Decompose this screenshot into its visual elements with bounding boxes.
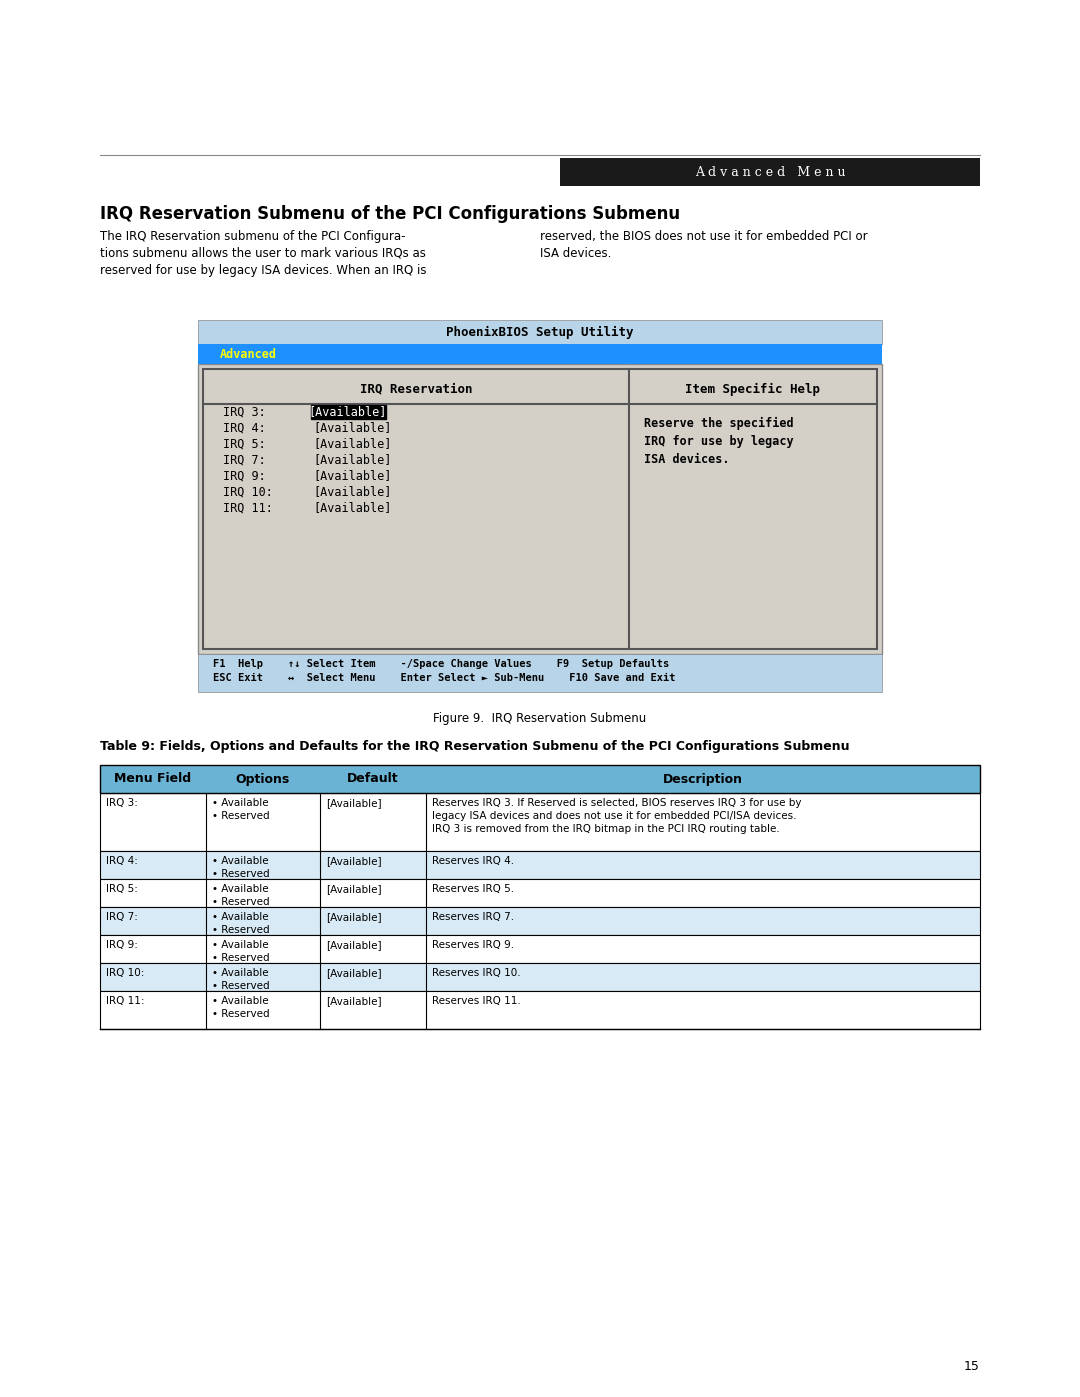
Text: [Available]: [Available] xyxy=(313,437,391,450)
Text: [Available]: [Available] xyxy=(326,856,381,866)
Bar xyxy=(100,963,980,990)
Bar xyxy=(100,990,980,1030)
Text: IRQ 7:: IRQ 7: xyxy=(106,912,138,922)
Text: IRQ 7:: IRQ 7: xyxy=(222,454,266,467)
Bar xyxy=(561,158,980,186)
Text: Reserves IRQ 10.: Reserves IRQ 10. xyxy=(432,968,521,978)
Text: IRQ 10:: IRQ 10: xyxy=(106,968,145,978)
Text: IRQ 11:: IRQ 11: xyxy=(222,502,273,514)
Text: IRQ 3:: IRQ 3: xyxy=(222,405,266,419)
Text: Options: Options xyxy=(235,773,289,785)
Text: PhoenixBIOS Setup Utility: PhoenixBIOS Setup Utility xyxy=(446,326,634,338)
Text: [Available]: [Available] xyxy=(326,912,381,922)
Text: 15: 15 xyxy=(964,1361,980,1373)
Text: A d v a n c e d   M e n u: A d v a n c e d M e n u xyxy=(694,165,846,179)
Text: ESC Exit    ↔  Select Menu    Enter Select ► Sub-Menu    F10 Save and Exit: ESC Exit ↔ Select Menu Enter Select ► Su… xyxy=(213,673,675,683)
Text: IRQ 10:: IRQ 10: xyxy=(222,486,273,499)
Text: F1  Help    ↑↓ Select Item    -/Space Change Values    F9  Setup Defaults: F1 Help ↑↓ Select Item -/Space Change Va… xyxy=(213,659,670,669)
Bar xyxy=(100,851,980,879)
Text: [Available]: [Available] xyxy=(313,469,391,482)
Bar xyxy=(100,907,980,935)
Text: [Available]: [Available] xyxy=(326,798,381,807)
Text: IRQ 5:: IRQ 5: xyxy=(222,437,266,450)
Bar xyxy=(100,766,980,793)
Text: IRQ 3:: IRQ 3: xyxy=(106,798,138,807)
Text: [Available]: [Available] xyxy=(313,486,391,499)
Text: • Available
• Reserved: • Available • Reserved xyxy=(212,996,269,1020)
Text: [Available]: [Available] xyxy=(326,884,381,894)
Text: [Available]: [Available] xyxy=(313,422,391,434)
Text: [Available]: [Available] xyxy=(326,940,381,950)
Bar xyxy=(198,654,882,692)
Text: Table 9: Fields, Options and Defaults for the IRQ Reservation Submenu of the PCI: Table 9: Fields, Options and Defaults fo… xyxy=(100,740,850,753)
Text: [Available]: [Available] xyxy=(326,968,381,978)
Bar xyxy=(100,793,980,851)
Text: IRQ 5:: IRQ 5: xyxy=(106,884,138,894)
Text: Reserves IRQ 7.: Reserves IRQ 7. xyxy=(432,912,514,922)
Text: reserved, the BIOS does not use it for embedded PCI or
ISA devices.: reserved, the BIOS does not use it for e… xyxy=(540,231,867,260)
Text: Reserves IRQ 4.: Reserves IRQ 4. xyxy=(432,856,514,866)
Text: IRQ 9:: IRQ 9: xyxy=(106,940,138,950)
Text: Reserves IRQ 3. If Reserved is selected, BIOS reserves IRQ 3 for use by
legacy I: Reserves IRQ 3. If Reserved is selected,… xyxy=(432,798,801,834)
Bar xyxy=(203,369,877,650)
Bar xyxy=(198,344,882,365)
Text: Reserves IRQ 9.: Reserves IRQ 9. xyxy=(432,940,514,950)
Text: [Available]: [Available] xyxy=(313,502,391,514)
Text: • Available
• Reserved: • Available • Reserved xyxy=(212,968,269,992)
Text: Menu Field: Menu Field xyxy=(114,773,191,785)
Text: Reserve the specified
IRQ for use by legacy
ISA devices.: Reserve the specified IRQ for use by leg… xyxy=(644,416,794,467)
Text: • Available
• Reserved: • Available • Reserved xyxy=(212,798,269,821)
Bar xyxy=(100,935,980,963)
Bar xyxy=(198,365,882,654)
Text: IRQ 9:: IRQ 9: xyxy=(222,469,266,482)
Text: Reserves IRQ 5.: Reserves IRQ 5. xyxy=(432,884,514,894)
Bar xyxy=(100,879,980,907)
Text: [Available]: [Available] xyxy=(326,996,381,1006)
Text: IRQ 4:: IRQ 4: xyxy=(222,422,266,434)
Text: • Available
• Reserved: • Available • Reserved xyxy=(212,884,269,907)
Text: • Available
• Reserved: • Available • Reserved xyxy=(212,940,269,963)
Text: [Available]: [Available] xyxy=(309,405,388,419)
Bar xyxy=(198,320,882,344)
Text: IRQ Reservation: IRQ Reservation xyxy=(360,383,472,395)
Text: Item Specific Help: Item Specific Help xyxy=(686,383,821,395)
Text: IRQ Reservation Submenu of the PCI Configurations Submenu: IRQ Reservation Submenu of the PCI Confi… xyxy=(100,205,680,224)
Text: Description: Description xyxy=(663,773,743,785)
Text: Reserves IRQ 11.: Reserves IRQ 11. xyxy=(432,996,521,1006)
Text: • Available
• Reserved: • Available • Reserved xyxy=(212,856,269,879)
Bar xyxy=(208,344,288,365)
Text: [Available]: [Available] xyxy=(313,454,391,467)
Text: Advanced: Advanced xyxy=(219,348,276,360)
Text: IRQ 4:: IRQ 4: xyxy=(106,856,138,866)
Text: Default: Default xyxy=(347,773,399,785)
Text: Figure 9.  IRQ Reservation Submenu: Figure 9. IRQ Reservation Submenu xyxy=(433,712,647,725)
Bar xyxy=(311,405,386,419)
Text: • Available
• Reserved: • Available • Reserved xyxy=(212,912,269,935)
Text: IRQ 11:: IRQ 11: xyxy=(106,996,145,1006)
Text: The IRQ Reservation submenu of the PCI Configura-
tions submenu allows the user : The IRQ Reservation submenu of the PCI C… xyxy=(100,231,427,277)
